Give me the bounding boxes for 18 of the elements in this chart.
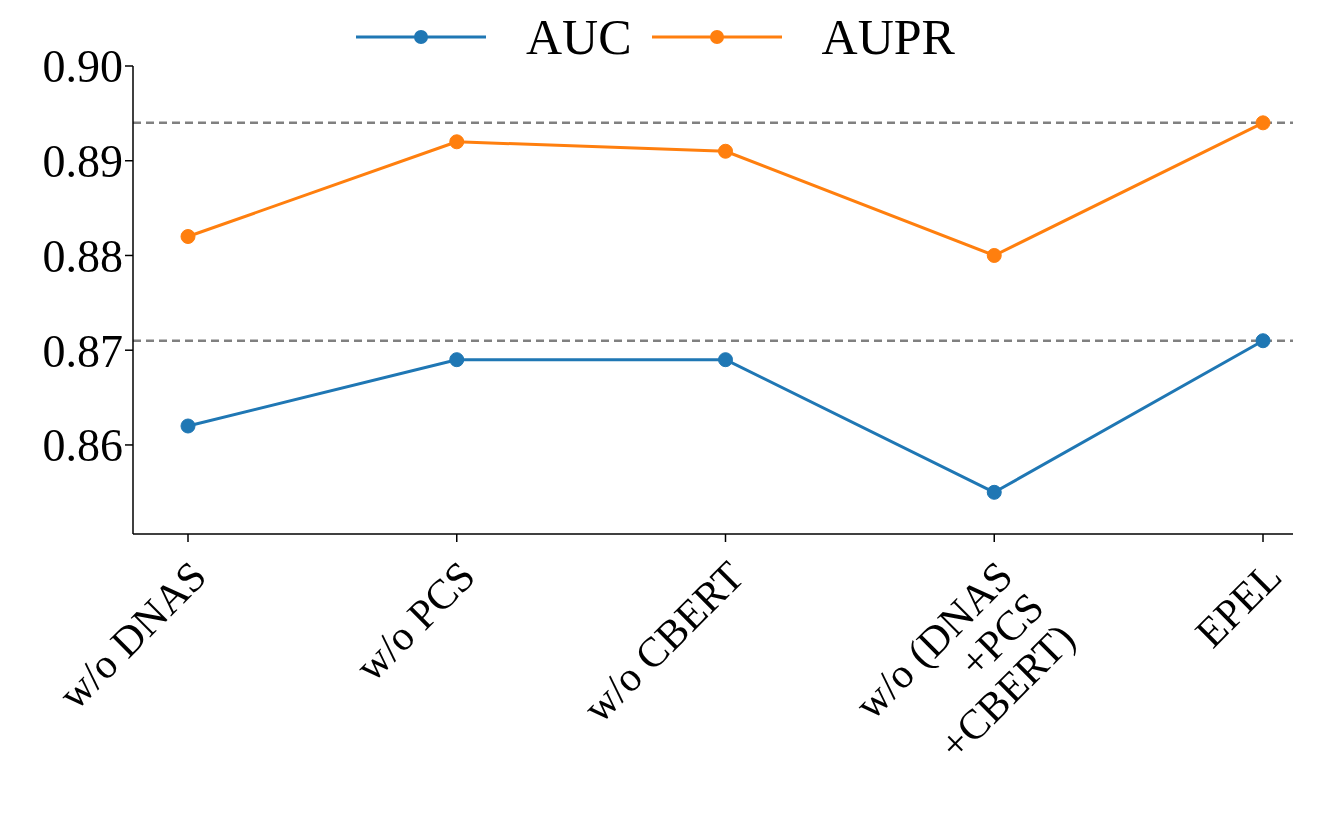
point [449, 134, 465, 150]
y-tick-label: 0.87 [42, 325, 123, 377]
y-tick-label: 0.89 [42, 136, 123, 188]
point [180, 229, 196, 245]
y-tick-label: 0.86 [42, 420, 123, 472]
legend-label: AUPR [821, 8, 955, 66]
y-tick-label: 0.88 [42, 230, 123, 282]
point [1255, 115, 1271, 131]
point [718, 143, 733, 159]
y-tick-label: 0.90 [42, 41, 123, 93]
point [986, 484, 1002, 500]
point [449, 352, 465, 368]
point [986, 247, 1002, 263]
point [1255, 333, 1271, 349]
x-tick-label: w/o PCS [346, 552, 484, 690]
point [180, 418, 196, 434]
legend-label: AUC [526, 8, 632, 66]
point [718, 352, 733, 368]
